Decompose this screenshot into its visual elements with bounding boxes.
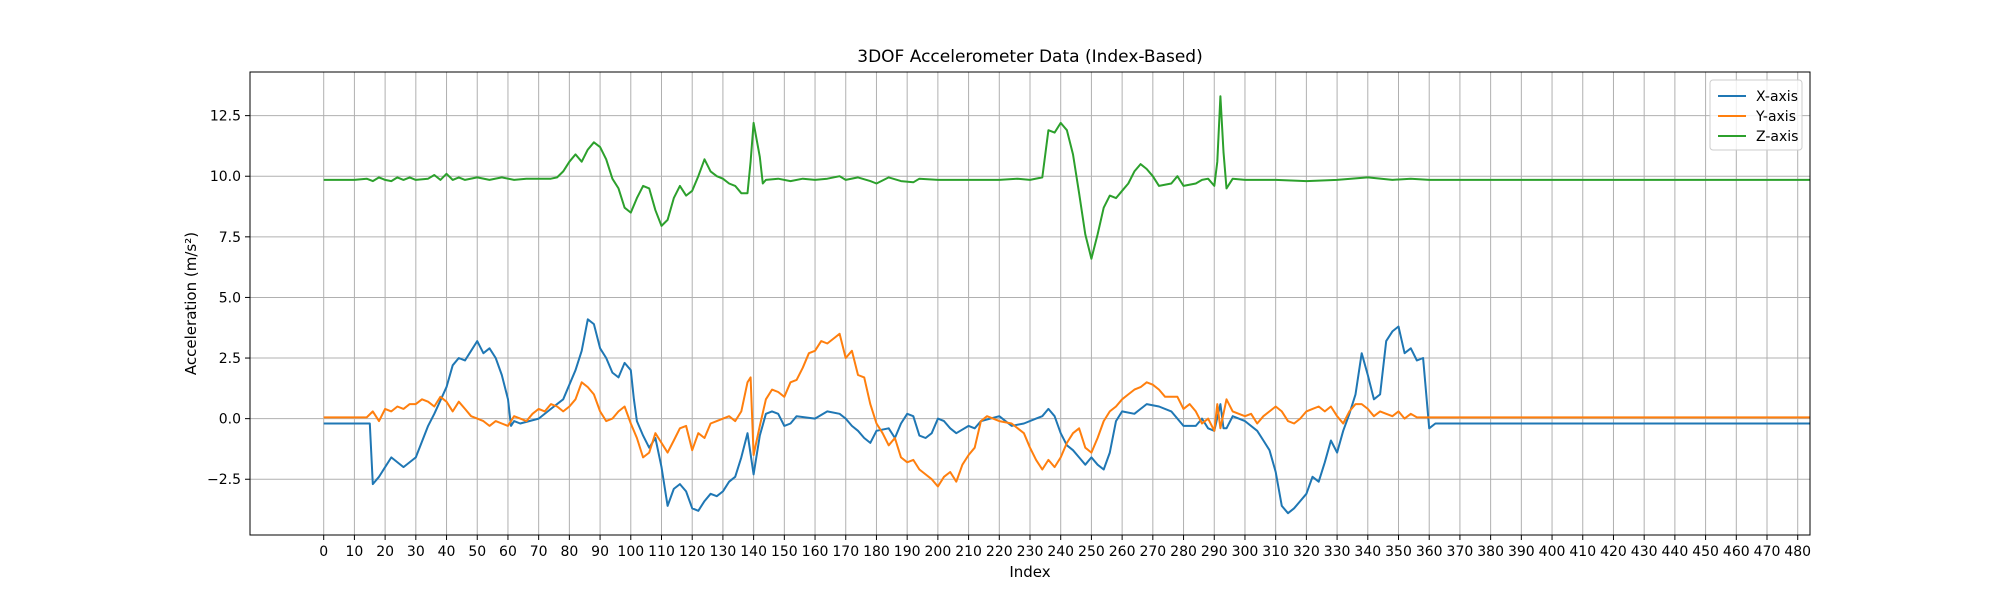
x-tick-label: 200: [925, 544, 952, 560]
x-tick-label: 430: [1631, 544, 1658, 560]
x-tick-label: 410: [1569, 544, 1596, 560]
x-tick-label: 90: [591, 544, 609, 560]
x-tick-label: 170: [832, 544, 859, 560]
x-tick-label: 80: [560, 544, 578, 560]
x-tick-label: 50: [468, 544, 486, 560]
x-tick-label: 130: [710, 544, 737, 560]
x-tick-label: 310: [1262, 544, 1289, 560]
x-tick-label: 60: [499, 544, 517, 560]
y-tick-label: 7.5: [219, 230, 241, 246]
x-tick-label: 480: [1784, 544, 1811, 560]
x-tick-label: 190: [894, 544, 921, 560]
grid-layer: [250, 72, 1810, 535]
x-tick-label: 320: [1293, 544, 1320, 560]
x-tick-label: 390: [1508, 544, 1535, 560]
x-tick-label: 380: [1477, 544, 1504, 560]
x-tick-label: 120: [679, 544, 706, 560]
series-line-y-axis: [323, 332, 1810, 488]
x-tick-label: 40: [438, 544, 456, 560]
legend-label: Z-axis: [1756, 129, 1798, 145]
x-tick-label: 110: [648, 544, 675, 560]
x-tick-label: 70: [530, 544, 548, 560]
x-tick-label: 0: [319, 544, 328, 560]
x-tick-label: 230: [1017, 544, 1044, 560]
chart-title: 3DOF Accelerometer Data (Index-Based): [857, 47, 1202, 67]
x-tick-label: 260: [1109, 544, 1136, 560]
series-line-z-axis: [323, 95, 1810, 260]
x-tick-label: 350: [1385, 544, 1412, 560]
x-tick-label: 280: [1170, 544, 1197, 560]
x-tick-label: 10: [345, 544, 363, 560]
x-tick-label: 20: [376, 544, 394, 560]
y-axis-title: Acceleration (m/s²): [182, 232, 200, 375]
x-tick-label: 180: [863, 544, 890, 560]
x-tick-label: 210: [955, 544, 982, 560]
x-tick-label: 370: [1447, 544, 1474, 560]
x-tick-label: 100: [617, 544, 644, 560]
x-tick-label: 150: [771, 544, 798, 560]
x-tick-label: 270: [1139, 544, 1166, 560]
y-tick-label: 5.0: [219, 290, 241, 306]
y-tick-label: 2.5: [219, 351, 241, 367]
x-tick-label: 140: [740, 544, 767, 560]
x-tick-label: 440: [1662, 544, 1689, 560]
x-tick-label: 240: [1047, 544, 1074, 560]
y-tick-label: 10.0: [210, 169, 241, 185]
x-tick-label: 360: [1416, 544, 1443, 560]
legend: X-axis Y-axis Z-axis: [1709, 79, 1803, 151]
y-tick-label: 12.5: [210, 109, 241, 125]
x-tick-label: 400: [1539, 544, 1566, 560]
x-tick-label: 460: [1723, 544, 1750, 560]
x-tick-label: 290: [1201, 544, 1228, 560]
legend-box: [1709, 79, 1803, 151]
x-tick-label: 450: [1692, 544, 1719, 560]
legend-label: Y-axis: [1755, 109, 1796, 125]
series-layer: [323, 95, 1810, 515]
tick-layer: 0 10 20 30 40 50 60 70 80 90 100 110 120 130 140 150 160…: [207, 109, 1811, 560]
x-tick-label: 330: [1324, 544, 1351, 560]
series-line-x-axis: [323, 318, 1810, 515]
y-tick-label: 0.0: [219, 412, 241, 428]
x-tick-label: 420: [1600, 544, 1627, 560]
x-tick-label: 470: [1754, 544, 1781, 560]
x-tick-label: 220: [986, 544, 1013, 560]
x-tick-label: 340: [1354, 544, 1381, 560]
x-tick-label: 30: [407, 544, 425, 560]
x-axis-title: Index: [1009, 563, 1050, 581]
legend-label: X-axis: [1756, 89, 1798, 105]
y-tick-label: −2.5: [207, 472, 241, 488]
x-tick-label: 300: [1232, 544, 1259, 560]
x-tick-label: 250: [1078, 544, 1105, 560]
x-tick-label: 160: [802, 544, 829, 560]
